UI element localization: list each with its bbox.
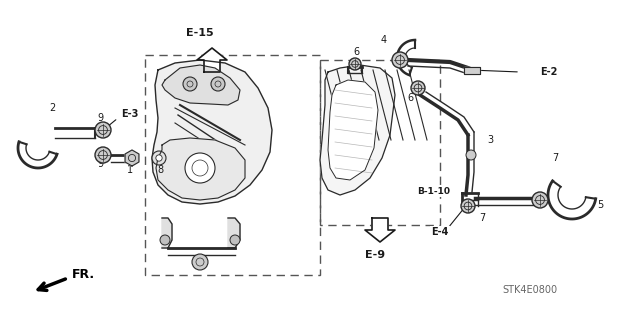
Polygon shape	[156, 138, 245, 200]
Text: 2: 2	[49, 103, 55, 113]
Text: 8: 8	[157, 165, 163, 175]
Text: 3: 3	[487, 135, 493, 145]
Text: E-9: E-9	[365, 250, 385, 260]
Circle shape	[192, 254, 208, 270]
Bar	[320, 60, 440, 225]
Circle shape	[211, 77, 225, 91]
Polygon shape	[328, 80, 378, 180]
Polygon shape	[197, 48, 227, 72]
Polygon shape	[162, 65, 240, 105]
Circle shape	[156, 155, 162, 161]
Circle shape	[230, 235, 240, 245]
Bar	[145, 55, 320, 275]
Circle shape	[461, 199, 475, 213]
Circle shape	[411, 81, 425, 95]
Circle shape	[349, 58, 361, 70]
Circle shape	[95, 147, 111, 163]
Text: E-4: E-4	[431, 227, 449, 237]
Polygon shape	[125, 150, 139, 166]
Circle shape	[183, 77, 197, 91]
Polygon shape	[162, 218, 172, 248]
Text: 7: 7	[552, 153, 558, 163]
Text: 9: 9	[97, 113, 103, 123]
Polygon shape	[464, 67, 480, 74]
Text: 6: 6	[353, 47, 359, 57]
Polygon shape	[228, 218, 240, 248]
Circle shape	[185, 153, 215, 183]
Text: E-15: E-15	[186, 28, 214, 38]
Polygon shape	[152, 60, 272, 204]
Text: 1: 1	[127, 165, 133, 175]
Text: 7: 7	[479, 213, 485, 223]
Polygon shape	[320, 65, 395, 195]
Text: 4: 4	[381, 35, 387, 45]
Circle shape	[160, 235, 170, 245]
Text: 9: 9	[97, 159, 103, 169]
Circle shape	[152, 151, 166, 165]
Polygon shape	[365, 218, 395, 242]
Text: B-1-10: B-1-10	[417, 188, 450, 197]
Text: E-3: E-3	[122, 109, 139, 119]
Circle shape	[95, 122, 111, 138]
Circle shape	[532, 192, 548, 208]
Circle shape	[466, 150, 476, 160]
Text: STK4E0800: STK4E0800	[502, 285, 557, 295]
Text: 6: 6	[407, 93, 413, 103]
Circle shape	[392, 52, 408, 68]
Text: 5: 5	[597, 200, 603, 210]
Text: FR.: FR.	[72, 268, 95, 280]
Text: E-2: E-2	[540, 67, 557, 77]
